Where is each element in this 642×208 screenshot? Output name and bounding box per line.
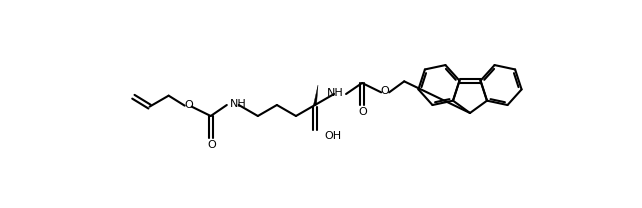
Text: O: O xyxy=(381,86,390,96)
Polygon shape xyxy=(313,85,318,105)
Text: NH: NH xyxy=(229,99,246,109)
Text: NH: NH xyxy=(327,88,343,98)
Text: O: O xyxy=(184,100,193,110)
Text: O: O xyxy=(359,107,367,117)
Text: O: O xyxy=(207,140,216,150)
Text: OH: OH xyxy=(324,131,341,141)
